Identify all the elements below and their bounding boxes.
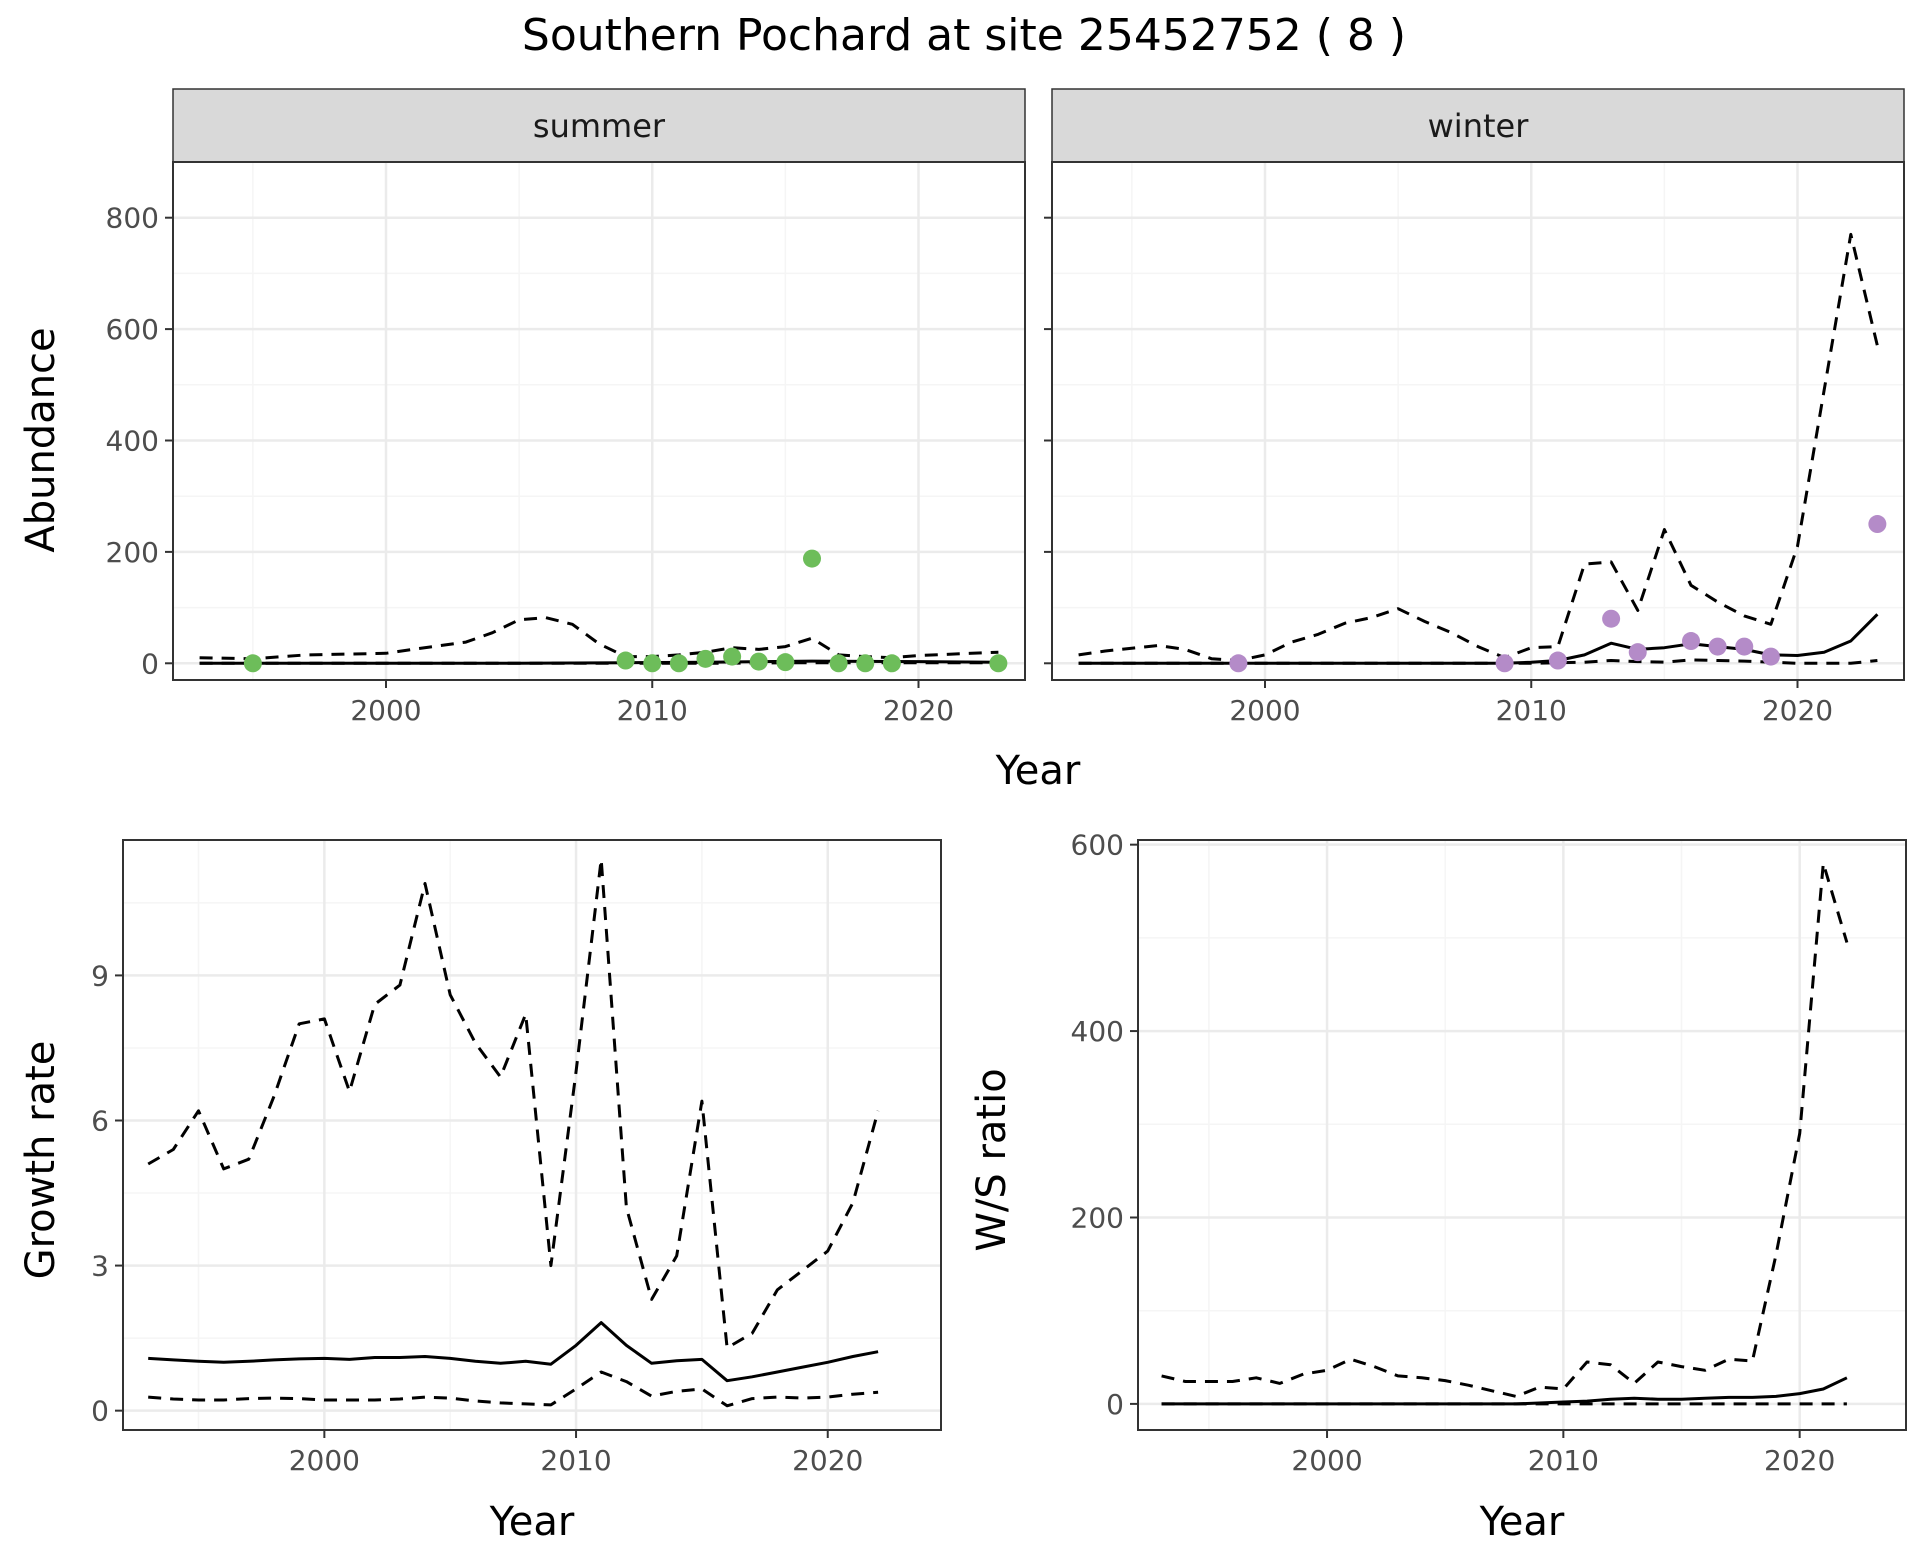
abundance-y-axis-title: Abundance xyxy=(18,327,64,552)
summer-y-tick-label: 200 xyxy=(106,536,159,569)
winter-count-point xyxy=(1682,632,1700,651)
winter-x-tick-label: 2000 xyxy=(1229,694,1300,727)
summer-strip-label: summer xyxy=(533,107,666,145)
ratio-x-tick-label: 2020 xyxy=(1764,1444,1835,1477)
growth-y-tick-label: 3 xyxy=(91,1250,109,1283)
summer-count-point xyxy=(643,654,662,673)
ratio-x-tick-label: 2000 xyxy=(1291,1444,1362,1477)
ratio-y-axis-title: W/S ratio xyxy=(969,1068,1015,1251)
summer-x-tick-label: 2010 xyxy=(617,694,688,727)
winter-x-tick-label: 2010 xyxy=(1496,694,1567,727)
growth-plot-area: 2000 2010 2020 0 3 6 9 xyxy=(91,839,942,1477)
ratio-y-tick-label: 200 xyxy=(1071,1201,1124,1234)
winter-count-point xyxy=(1735,637,1754,656)
abundance-y-ticks: 0 200 400 600 800 xyxy=(106,202,159,681)
summer-count-point xyxy=(616,651,635,670)
ratio-y-tick-label: 400 xyxy=(1071,1015,1124,1048)
growth-y-tick-label: 6 xyxy=(91,1104,109,1137)
summer-y-tick-label: 0 xyxy=(141,647,159,680)
growth-y-axis-title: Growth rate xyxy=(18,1041,64,1280)
ratio-estimate-line xyxy=(1161,1376,1848,1406)
ratio-y-tick-label: 0 xyxy=(1106,1388,1124,1421)
summer-panel-border xyxy=(172,161,1026,681)
summer-count-point xyxy=(829,654,848,673)
growth-y-tick-label: 0 xyxy=(91,1395,109,1428)
ratio-x-axis-title: Year xyxy=(1479,1499,1565,1545)
growth-estimate-line xyxy=(148,1321,879,1383)
ratio-y-tick-label: 600 xyxy=(1071,829,1124,862)
growth-y-tick-label: 9 xyxy=(91,959,109,992)
ratio-x-tick-label: 2010 xyxy=(1528,1444,1599,1477)
winter-count-point xyxy=(1628,643,1647,662)
winter-count-point xyxy=(1708,637,1727,656)
summer-y-tick-label: 600 xyxy=(106,313,159,346)
winter-strip-label: winter xyxy=(1428,107,1530,145)
summer-count-point xyxy=(882,654,901,673)
abundance-x-axis-title: Year xyxy=(995,748,1081,794)
growth-x-tick-label: 2020 xyxy=(792,1444,863,1477)
summer-x-tick-label: 2000 xyxy=(350,694,421,727)
winter-count-point xyxy=(1495,654,1514,673)
winter-panel: winter 2000 2010 2020 xyxy=(1044,88,1905,727)
ratio-panel-border xyxy=(1137,839,1907,1431)
winter-x-tick-label: 2020 xyxy=(1762,694,1833,727)
winter-count-point xyxy=(1229,654,1248,673)
summer-count-point xyxy=(243,654,262,673)
winter-plot-area: 2000 2010 2020 xyxy=(1044,161,1905,727)
summer-count-point xyxy=(776,653,795,672)
summer-y-tick-label: 400 xyxy=(106,424,159,457)
summer-count-point xyxy=(989,654,1008,673)
growth-plot: 2000 2010 2020 0 3 6 9 Growth rate Year xyxy=(18,839,942,1545)
winter-count-point xyxy=(1548,651,1567,670)
summer-count-point xyxy=(803,549,821,568)
summer-strip xyxy=(172,88,1026,163)
summer-x-tick-label: 2020 xyxy=(883,694,954,727)
growth-x-tick-label: 2010 xyxy=(540,1444,611,1477)
growth-upper-bound-line xyxy=(147,857,880,1350)
summer-count-point xyxy=(669,654,688,673)
summer-panel: summer 2000 2010 2020 xyxy=(165,88,1026,727)
summer-count-point xyxy=(856,654,875,673)
winter-count-point xyxy=(1602,609,1621,628)
winter-panel-border xyxy=(1051,161,1905,681)
summer-upper-bound-line xyxy=(199,616,999,661)
growth-x-axis-title: Year xyxy=(489,1499,575,1545)
winter-strip xyxy=(1051,88,1905,163)
abundance-plot: summer 2000 2010 2020 winter 2000 2010 2020 … xyxy=(18,88,1905,794)
ratio-upper-bound-line xyxy=(1161,861,1849,1398)
winter-count-point xyxy=(1761,647,1780,666)
growth-lower-bound-line xyxy=(148,1370,879,1408)
summer-count-point xyxy=(723,647,742,666)
winter-upper-bound-line xyxy=(1078,232,1879,662)
winter-count-point xyxy=(1868,515,1887,534)
growth-panel-border xyxy=(122,839,942,1431)
ratio-plot-area: 2000 2010 2020 0 200 400 600 xyxy=(1071,829,1907,1477)
ratio-plot: 2000 2010 2020 0 200 400 600 W/S ratio Year xyxy=(969,829,1907,1545)
summer-count-point xyxy=(749,652,768,671)
chart-title: Southern Pochard at site 25452752 ( 8 ) xyxy=(522,10,1406,61)
growth-x-tick-label: 2000 xyxy=(289,1444,360,1477)
summer-count-point xyxy=(696,649,715,668)
summer-plot-area: 2000 2010 2020 xyxy=(165,161,1026,727)
summer-y-tick-label: 800 xyxy=(106,202,159,235)
winter-estimate-line xyxy=(1078,613,1879,665)
